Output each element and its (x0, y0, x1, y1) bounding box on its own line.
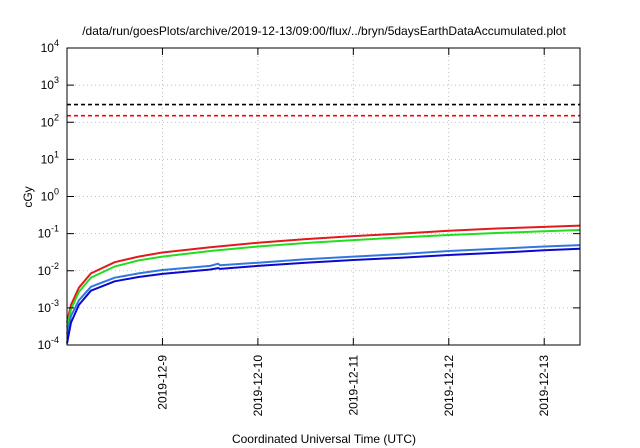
y-axis-label: cGy (21, 186, 35, 207)
y-tick-label: 10-4 (38, 335, 59, 352)
y-tick-label: 10-2 (38, 261, 59, 278)
series-line (66, 244, 581, 335)
y-tick-label: 104 (41, 38, 59, 55)
grid-lines (67, 48, 580, 345)
x-axis: 2019-12-9 2019-12-10 2019-12-11 2019-12-12 2… (155, 48, 551, 416)
x-tick-label: 2019-12-13 (537, 355, 551, 417)
x-tick-label: 2019-12-9 (155, 355, 169, 410)
x-tick-label: 2019-12-11 (346, 355, 360, 416)
y-tick-label: 102 (41, 112, 59, 129)
x-axis-label: Coordinated Universal Time (UTC) (232, 432, 416, 446)
x-tick-label: 2019-12-12 (442, 355, 456, 417)
series-group (66, 224, 581, 344)
series-line (66, 229, 581, 328)
series-line (66, 224, 581, 323)
y-tick-label: 103 (41, 75, 59, 92)
y-tick-label: 10-1 (38, 224, 59, 241)
series-line (66, 247, 581, 344)
y-tick-label: 101 (41, 149, 59, 166)
chart-title: /data/run/goesPlots/archive/2019-12-13/0… (82, 24, 566, 38)
y-tick-label: 100 (41, 187, 59, 204)
y-axis: 10-4 10-3 10-2 10-1 100 101 102 103 104 (38, 38, 580, 352)
x-tick-label: 2019-12-10 (251, 355, 265, 417)
y-tick-label: 10-3 (38, 298, 59, 315)
reference-lines (67, 103, 580, 117)
